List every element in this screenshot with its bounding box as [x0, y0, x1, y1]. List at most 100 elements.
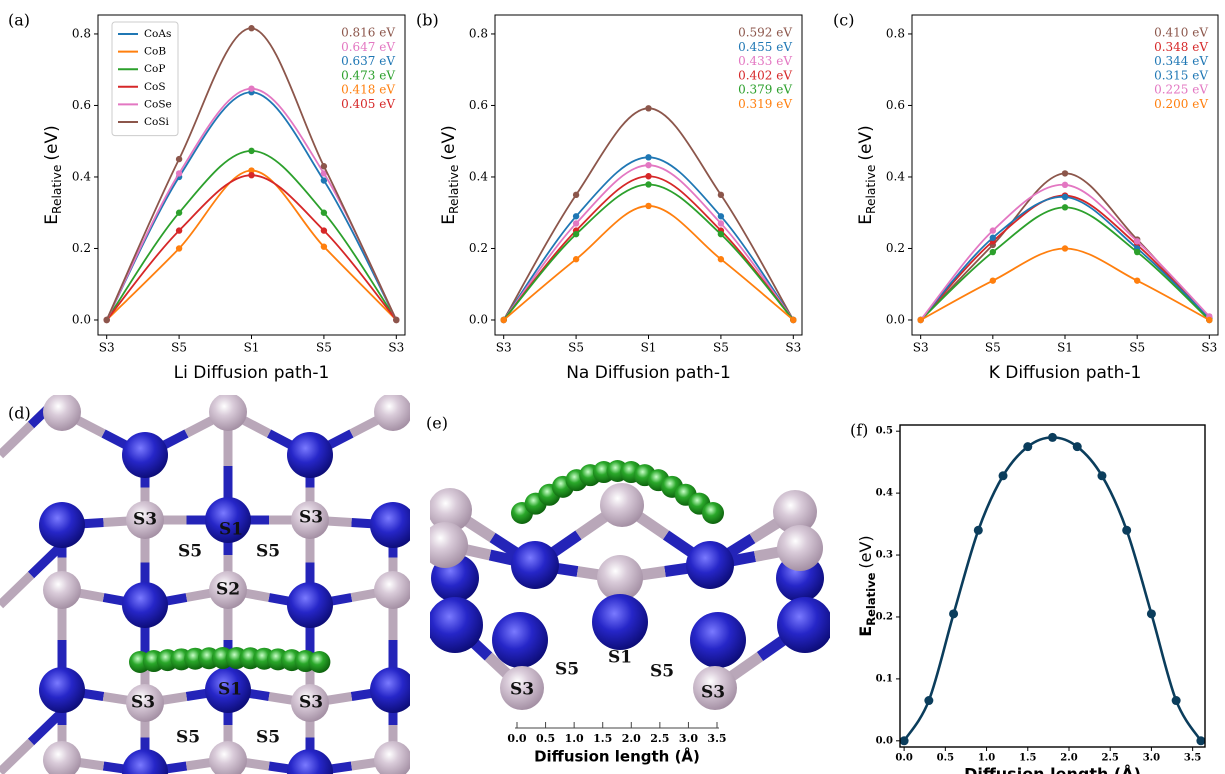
series-line	[921, 197, 1210, 320]
y-tick-label: 0.3	[876, 550, 893, 561]
y-label-main: E	[856, 626, 875, 637]
data-point	[900, 736, 909, 745]
bond	[31, 712, 62, 742]
x-tick-label: 2.0	[1060, 753, 1077, 764]
atom	[308, 651, 330, 673]
data-point	[393, 317, 399, 323]
scale-tick-label: 2.5	[650, 732, 669, 745]
data-point	[176, 245, 182, 251]
data-point	[1062, 170, 1068, 176]
atom	[374, 571, 412, 609]
panel-label: (a)	[8, 11, 30, 30]
atom-label: S3	[510, 680, 534, 700]
legend-label: CoAs	[144, 28, 171, 40]
atom	[777, 597, 833, 653]
structure-d	[0, 393, 416, 774]
atom-label: S5	[176, 728, 200, 748]
y-label-unit: (eV)	[42, 125, 62, 160]
y-tick-label: 0.2	[886, 241, 905, 255]
legend-label: CoP	[144, 63, 165, 75]
atom	[592, 594, 648, 650]
data-point	[790, 317, 796, 323]
plot-frame	[900, 425, 1205, 747]
atom-label: S2	[216, 580, 240, 600]
data-point	[248, 172, 254, 178]
atom-label: S5	[650, 662, 674, 682]
y-label-unit: (eV)	[856, 535, 875, 568]
data-point	[1134, 277, 1140, 283]
atom	[374, 393, 412, 431]
atom	[511, 541, 559, 589]
legend-label: CoB	[144, 46, 166, 58]
y-tick-label: 0.0	[886, 312, 905, 326]
atom	[427, 597, 483, 653]
y-axis-label: ERelative(eV)	[439, 125, 461, 224]
x-tick-label: S5	[316, 341, 332, 355]
data-point	[645, 173, 651, 179]
data-point	[718, 256, 724, 262]
scale-tick-label: 1.0	[565, 732, 584, 745]
series-line	[504, 176, 794, 320]
data-point	[990, 235, 996, 241]
data-point	[949, 609, 958, 618]
y-tick-label: 0.2	[72, 241, 91, 255]
annotation: 0.816 eV	[341, 26, 395, 40]
x-tick-label: 0.5	[937, 753, 954, 764]
atom	[43, 393, 81, 431]
data-point	[1147, 609, 1156, 618]
atom	[43, 571, 81, 609]
data-point	[1206, 317, 1212, 323]
annotation: 0.319 eV	[738, 97, 792, 111]
atom	[287, 749, 333, 774]
legend-label: CoS	[144, 81, 166, 93]
bond	[0, 575, 31, 605]
x-tick-label: S3	[913, 341, 929, 355]
data-point	[573, 231, 579, 237]
series-line	[107, 175, 397, 320]
atom	[43, 741, 81, 774]
data-point	[321, 210, 327, 216]
y-axis-label: ERelative(eV)	[42, 125, 64, 224]
y-tick-label: 0.5	[876, 426, 893, 437]
y-tick-label: 0.0	[876, 735, 893, 746]
y-tick-label: 0.8	[72, 26, 91, 40]
y-label-sub: Relative	[864, 572, 878, 625]
annotation: 0.379 eV	[738, 83, 792, 97]
data-point	[248, 85, 254, 91]
y-tick-label: 0.0	[72, 312, 91, 326]
y-axis-label: ERelative (eV)	[856, 535, 878, 636]
data-point	[1062, 245, 1068, 251]
atom-label: S1	[218, 680, 242, 700]
x-tick-label: S1	[1057, 341, 1073, 355]
x-tick-label: 1.5	[1019, 753, 1036, 764]
atom	[777, 525, 823, 571]
y-tick-label: 0.8	[886, 26, 905, 40]
x-tick-label: S3	[99, 341, 115, 355]
data-point	[176, 170, 182, 176]
data-point	[645, 162, 651, 168]
panel-label: (e)	[426, 414, 448, 433]
x-tick-label: S3	[388, 341, 404, 355]
data-point	[645, 203, 651, 209]
y-tick-label: 0.8	[469, 26, 488, 40]
y-tick-label: 0.2	[469, 241, 488, 255]
y-tick-label: 0.4	[469, 169, 488, 183]
atom-label: S5	[256, 728, 280, 748]
data-point	[248, 25, 254, 31]
atom	[690, 612, 746, 668]
atom-label: S3	[299, 693, 323, 713]
data-point	[1048, 433, 1057, 442]
panel-label: (b)	[416, 11, 439, 30]
atom	[370, 667, 416, 713]
x-tick-label: S3	[496, 341, 512, 355]
scale-bar: Diffusion length (Å) 0.00.51.01.52.02.53…	[507, 722, 726, 766]
atom-label: S5	[178, 542, 202, 562]
data-point	[1134, 238, 1140, 244]
x-axis-label: Na Diffusion path-1	[566, 363, 731, 383]
data-point	[248, 148, 254, 154]
atom	[39, 667, 85, 713]
atom-label: S1	[219, 520, 243, 540]
chart-panel: (a)0.00.20.40.60.8S3S5S1S5S3Li Diffusion…	[8, 11, 405, 384]
x-tick-label: 1.0	[978, 753, 995, 764]
x-tick-label: 2.5	[1101, 753, 1118, 764]
